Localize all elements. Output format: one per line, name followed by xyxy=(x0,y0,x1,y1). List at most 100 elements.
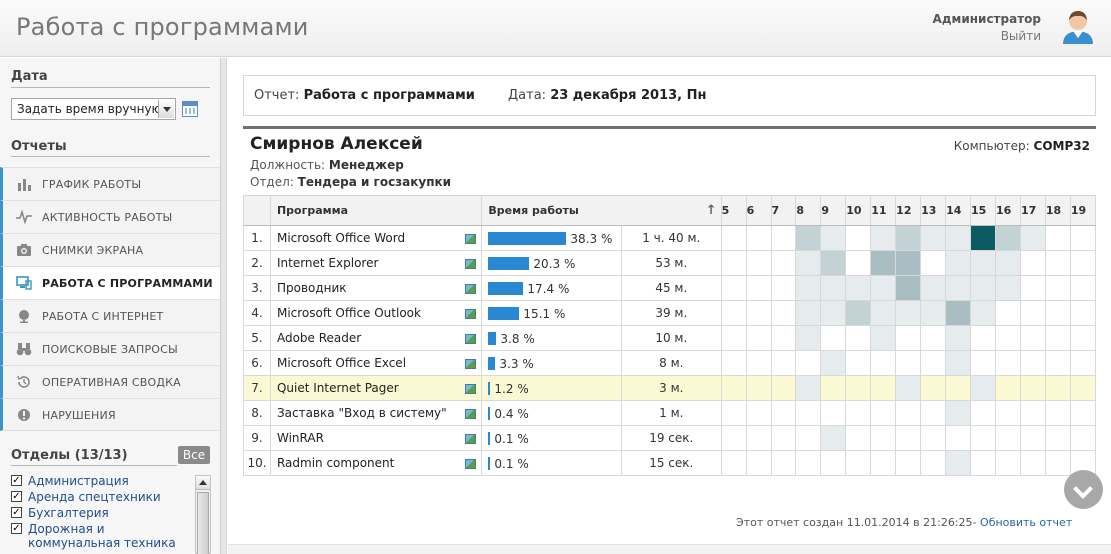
hour-activity-cell[interactable] xyxy=(1019,375,1046,401)
table-row[interactable]: 10. Radmin component 0.1 % 15 сек. xyxy=(243,450,1097,476)
hour-activity-cell[interactable] xyxy=(820,300,847,326)
table-row[interactable]: 8. Заставка "Вход в систему" 0.4 % 1 м. xyxy=(243,400,1097,426)
department-item[interactable]: ✓ Дорожная и коммунальная техника xyxy=(11,522,196,550)
hour-activity-cell[interactable] xyxy=(920,350,947,376)
hour-activity-cell[interactable] xyxy=(770,225,797,251)
scroll-up-icon[interactable] xyxy=(196,476,210,490)
hour-activity-cell[interactable] xyxy=(945,250,972,276)
hour-activity-cell[interactable] xyxy=(720,275,747,301)
program-name-cell[interactable]: Проводник xyxy=(269,275,483,301)
hour-activity-cell[interactable] xyxy=(994,450,1021,476)
hour-activity-cell[interactable] xyxy=(1044,400,1071,426)
hour-activity-cell[interactable] xyxy=(745,350,772,376)
hour-activity-cell[interactable] xyxy=(845,325,872,351)
logout-link[interactable]: Выйти xyxy=(1000,29,1041,43)
scroll-thumb[interactable] xyxy=(197,492,209,554)
hour-activity-cell[interactable] xyxy=(795,425,822,451)
hour-activity-cell[interactable] xyxy=(945,350,972,376)
hour-activity-cell[interactable] xyxy=(1044,300,1071,326)
hour-activity-cell[interactable] xyxy=(845,350,872,376)
hour-activity-cell[interactable] xyxy=(720,300,747,326)
hour-activity-cell[interactable] xyxy=(1069,400,1097,426)
hour-activity-cell[interactable] xyxy=(970,275,996,301)
hour-activity-cell[interactable] xyxy=(994,350,1021,376)
hour-activity-cell[interactable] xyxy=(795,250,822,276)
hour-activity-cell[interactable] xyxy=(745,325,772,351)
hour-activity-cell[interactable] xyxy=(745,275,772,301)
hour-activity-cell[interactable] xyxy=(1069,300,1097,326)
hour-activity-cell[interactable] xyxy=(970,400,996,426)
hour-activity-cell[interactable] xyxy=(870,325,897,351)
hour-activity-cell[interactable] xyxy=(994,300,1021,326)
hour-activity-cell[interactable] xyxy=(920,400,947,426)
department-checkbox[interactable]: ✓ xyxy=(11,491,22,502)
sidebar-item-summary[interactable]: ОПЕРАТИВНАЯ СВОДКА xyxy=(0,365,220,398)
hour-activity-cell[interactable] xyxy=(870,375,897,401)
department-label[interactable]: Администрация xyxy=(28,474,129,488)
hour-activity-cell[interactable] xyxy=(895,300,922,326)
hour-activity-cell[interactable] xyxy=(795,375,822,401)
hour-activity-cell[interactable] xyxy=(795,225,822,251)
column-header-time[interactable]: Время работы ↑ xyxy=(481,195,722,226)
hour-activity-cell[interactable] xyxy=(1069,275,1097,301)
hour-activity-cell[interactable] xyxy=(970,300,996,326)
hour-activity-cell[interactable] xyxy=(1069,325,1097,351)
department-item[interactable]: ✓ Аренда спецтехники xyxy=(11,490,196,504)
program-name-cell[interactable]: Adobe Reader xyxy=(269,325,483,351)
hour-activity-cell[interactable] xyxy=(770,375,797,401)
hour-activity-cell[interactable] xyxy=(795,350,822,376)
program-name-cell[interactable]: Заставка "Вход в систему" xyxy=(269,400,483,426)
hour-activity-cell[interactable] xyxy=(745,225,772,251)
hour-activity-cell[interactable] xyxy=(920,225,947,251)
hour-activity-cell[interactable] xyxy=(945,425,972,451)
hour-activity-cell[interactable] xyxy=(1069,425,1097,451)
hour-activity-cell[interactable] xyxy=(770,425,797,451)
hour-activity-cell[interactable] xyxy=(845,275,872,301)
hour-activity-cell[interactable] xyxy=(870,300,897,326)
hour-activity-cell[interactable] xyxy=(745,250,772,276)
screenshot-image-icon[interactable] xyxy=(465,434,477,444)
hour-activity-cell[interactable] xyxy=(920,275,947,301)
table-row[interactable]: 5. Adobe Reader 3.8 % 10 м. xyxy=(243,325,1097,351)
hour-activity-cell[interactable] xyxy=(945,225,972,251)
hour-activity-cell[interactable] xyxy=(770,250,797,276)
hour-activity-cell[interactable] xyxy=(1069,250,1097,276)
department-checkbox[interactable]: ✓ xyxy=(11,523,22,534)
hour-activity-cell[interactable] xyxy=(720,225,747,251)
hour-activity-cell[interactable] xyxy=(745,300,772,326)
hour-activity-cell[interactable] xyxy=(895,375,922,401)
hour-activity-cell[interactable] xyxy=(795,325,822,351)
hour-activity-cell[interactable] xyxy=(1044,225,1071,251)
hour-activity-cell[interactable] xyxy=(920,450,947,476)
hour-activity-cell[interactable] xyxy=(895,425,922,451)
hour-activity-cell[interactable] xyxy=(870,350,897,376)
hour-activity-cell[interactable] xyxy=(945,450,972,476)
chevron-down-icon[interactable] xyxy=(158,100,174,118)
hour-activity-cell[interactable] xyxy=(920,325,947,351)
program-name-cell[interactable]: Microsoft Office Excel xyxy=(269,350,483,376)
hour-activity-cell[interactable] xyxy=(820,275,847,301)
hour-activity-cell[interactable] xyxy=(770,300,797,326)
hour-activity-cell[interactable] xyxy=(770,325,797,351)
table-row[interactable]: 3. Проводник 17.4 % 45 м. xyxy=(243,275,1097,301)
hour-activity-cell[interactable] xyxy=(1019,450,1046,476)
hour-activity-cell[interactable] xyxy=(994,425,1021,451)
hour-activity-cell[interactable] xyxy=(1044,250,1071,276)
program-name-cell[interactable]: Quiet Internet Pager xyxy=(269,375,483,401)
department-label[interactable]: Бухгалтерия xyxy=(28,506,109,520)
hour-activity-cell[interactable] xyxy=(920,425,947,451)
hour-activity-cell[interactable] xyxy=(1069,375,1097,401)
scroll-down-button[interactable] xyxy=(1064,470,1103,509)
hour-activity-cell[interactable] xyxy=(720,425,747,451)
screenshot-image-icon[interactable] xyxy=(465,334,477,344)
hour-activity-cell[interactable] xyxy=(845,400,872,426)
sidebar-item-programs[interactable]: РАБОТА С ПРОГРАММАМИ xyxy=(0,266,220,299)
hour-activity-cell[interactable] xyxy=(1019,425,1046,451)
hour-activity-cell[interactable] xyxy=(945,325,972,351)
hour-activity-cell[interactable] xyxy=(994,225,1021,251)
hour-activity-cell[interactable] xyxy=(945,275,972,301)
hour-activity-cell[interactable] xyxy=(945,375,972,401)
table-row[interactable]: 6. Microsoft Office Excel 3.3 % 8 м. xyxy=(243,350,1097,376)
user-avatar-icon[interactable] xyxy=(1061,8,1095,44)
hour-activity-cell[interactable] xyxy=(870,225,897,251)
